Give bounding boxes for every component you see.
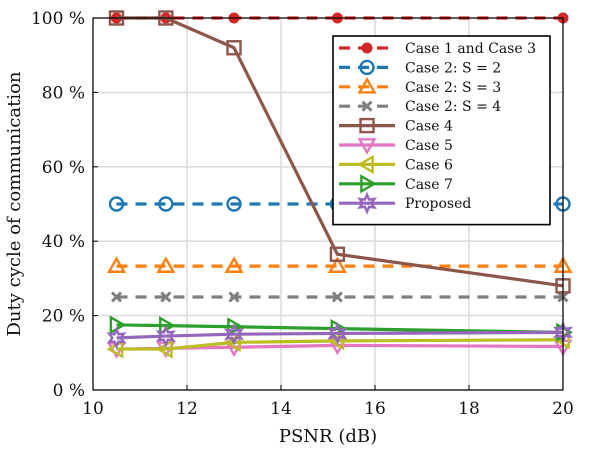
- series-point: [155, 324, 176, 348]
- series-point: [224, 256, 244, 273]
- legend-entry: Case 4: [339, 117, 453, 135]
- series-point: [106, 326, 127, 350]
- series-point: [106, 256, 127, 273]
- legend-marker: [357, 138, 377, 155]
- series-line: [116, 330, 564, 340]
- series-point: [228, 291, 240, 303]
- legend-label: Case 1 and Case 3: [405, 41, 536, 57]
- legend-marker: [357, 76, 377, 94]
- legend-entry: Case 1 and Case 3: [339, 41, 536, 57]
- y-tick-label: 40 %: [42, 232, 85, 252]
- legend-label: Case 7: [405, 177, 453, 193]
- x-tick-label: 20: [552, 399, 574, 419]
- legend-marker: [361, 42, 373, 54]
- legend-entry: Case 2: S = 3: [339, 76, 501, 96]
- x-tick-label: 16: [364, 399, 386, 419]
- legend-entry: Case 6: [339, 154, 453, 174]
- legend-label: Case 6: [405, 157, 453, 173]
- y-tick-label: 80 %: [42, 83, 85, 103]
- series-point: [156, 256, 176, 273]
- legend-entry: Case 5: [339, 138, 453, 155]
- legend-entry: Case 7: [339, 174, 453, 194]
- series-point: [108, 196, 125, 212]
- legend-marker: [359, 117, 375, 134]
- legend: Case 1 and Case 3 Case 2: S = 2 Case 2: S …: [332, 35, 551, 226]
- legend-label: Case 5: [405, 138, 453, 154]
- legend-marker: [360, 174, 377, 194]
- legend-marker: [359, 59, 375, 76]
- legend-entry: Case 2: S = 2: [339, 59, 501, 76]
- y-tick-label: 100 %: [31, 9, 85, 29]
- ticks: 10 12 14 16 18 20 0 % 20 % 40 % 60 % 80 % 100 %: [31, 9, 574, 419]
- legend-entry: Proposed: [339, 191, 471, 215]
- series-point: [331, 291, 343, 303]
- legend-label: Proposed: [405, 196, 471, 212]
- series-point: [327, 256, 347, 273]
- legend-marker: [361, 100, 373, 112]
- legend-entry: Case 2: S = 4: [339, 99, 501, 115]
- series-4: [110, 291, 569, 303]
- series-point: [329, 246, 346, 262]
- y-tick-label: 0 %: [53, 381, 85, 401]
- legend-box: [332, 35, 551, 226]
- series-point: [160, 291, 172, 303]
- plot-frame: [92, 17, 564, 391]
- series-point: [158, 196, 174, 212]
- y-tick-label: 20 %: [42, 307, 85, 327]
- x-tick-label: 18: [458, 399, 480, 419]
- series-point: [224, 322, 244, 346]
- series-point: [327, 321, 348, 345]
- series-point: [110, 291, 123, 303]
- legend-label: Case 2: S = 4: [405, 99, 501, 115]
- legend-marker: [357, 154, 374, 174]
- legend-label: Case 4: [405, 119, 453, 135]
- series-point: [226, 40, 242, 56]
- x-tick-label: 12: [176, 399, 198, 419]
- legend-label: Case 2: S = 3: [405, 80, 501, 96]
- y-tick-label: 60 %: [42, 158, 85, 178]
- legend-marker: [357, 191, 377, 215]
- x-tick-label: 10: [82, 399, 104, 419]
- x-axis-title: PSNR (dB): [279, 426, 377, 447]
- y-axis-title: Duty cycle of communication: [4, 71, 25, 336]
- legend-label: Case 2: S = 2: [405, 60, 501, 76]
- series-point: [226, 196, 242, 212]
- x-tick-label: 14: [270, 399, 292, 419]
